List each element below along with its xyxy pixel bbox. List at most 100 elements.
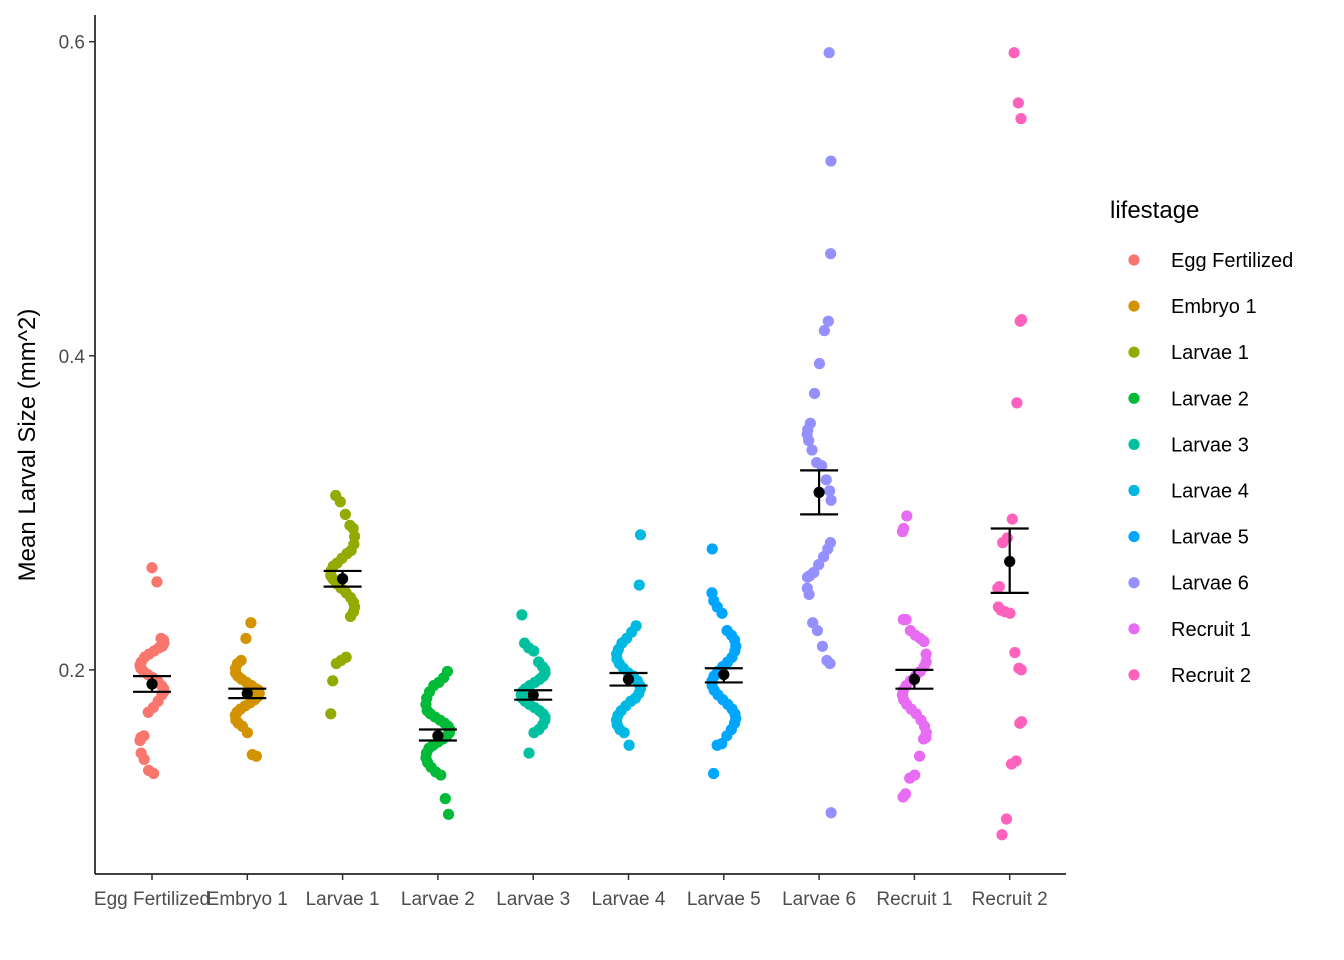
data-point [344,610,357,623]
series-group [800,47,839,819]
data-point [823,47,835,59]
data-point [825,807,837,819]
data-point [523,747,535,759]
legend-title: lifestage [1110,197,1199,224]
data-point [142,706,154,718]
legend-label: Larvae 4 [1171,481,1249,503]
mean-point [241,687,253,700]
legend-key [1128,669,1140,681]
data-point [1008,47,1020,59]
data-point [148,767,160,780]
data-point [920,648,932,660]
data-point [803,434,815,447]
legend-label: Larvae 6 [1171,573,1249,595]
data-point [806,444,818,456]
mean-point [622,673,635,685]
y-tick-label: 0.4 [59,347,86,368]
mean-point [1004,555,1016,568]
legend-label: Egg Fertilized [1171,250,1293,272]
legend-items: Egg Fertilized Embryo 1 Larvae 1 Larvae 2 La… [1128,250,1293,687]
data-point [992,582,1004,594]
legend-key [1128,484,1140,497]
mean-point [337,573,349,585]
data-point [808,387,821,400]
x-tick-label: Larvae 1 [306,889,380,910]
legend-key [1128,254,1140,266]
data-point [1009,646,1021,659]
data-point [816,460,828,472]
data-point [516,609,528,621]
legend-key [1128,346,1140,358]
data-point [896,526,909,538]
data-point [633,579,645,591]
data-point [711,739,723,751]
data-point [623,739,635,751]
series-group [990,47,1029,841]
data-point [1014,717,1026,729]
mean-point [908,673,921,685]
mean-point [432,730,444,742]
data-point [1015,664,1027,676]
data-point [334,496,346,508]
data-point [801,571,814,583]
y-axis-title: Mean Larval Size (mm^2) [14,309,41,582]
data-point [1015,113,1027,125]
series-group [133,562,171,780]
data-point [327,675,339,687]
data-point [439,793,451,805]
legend-label: Larvae 1 [1171,342,1249,364]
data-point [1006,513,1018,525]
x-tick-label: Larvae 3 [496,889,570,910]
data-point [825,155,837,167]
legend-label: Larvae 3 [1171,434,1249,456]
data-point [706,543,718,555]
data-point [435,769,447,781]
data-point [818,325,830,337]
data-point [325,708,337,720]
data-point [825,248,837,260]
data-point [240,632,252,645]
series-group [514,609,553,759]
x-tick-label: Larvae 4 [592,889,666,910]
legend-label: Larvae 2 [1171,388,1249,410]
x-tick-label: Larvae 2 [401,889,475,910]
data-point [708,767,720,780]
data-point [250,750,262,762]
data-point [897,791,909,803]
data-point [900,613,912,626]
series-group [418,665,457,820]
data-point [528,645,540,657]
data-point [146,562,158,574]
data-point [822,315,834,327]
series-group [895,510,934,803]
y-tick-label: 0.6 [59,33,85,54]
legend-label: Embryo 1 [1171,296,1257,318]
plot-area [133,47,1029,841]
data-point [824,657,836,670]
legend-label: Recruit 2 [1171,665,1251,687]
data-point [151,576,163,588]
data-point [1014,315,1026,327]
data-point [1004,607,1016,619]
legend-label: Larvae 5 [1171,527,1249,549]
data-point [811,624,824,637]
legend-key [1128,438,1140,450]
legend-key [1128,623,1140,635]
data-point [825,494,837,506]
data-point [901,510,913,522]
legend-key [1128,577,1140,589]
legend-key [1128,392,1140,404]
x-tick-label: Larvae 6 [782,889,856,910]
data-point [918,635,930,648]
data-point [904,772,916,784]
data-point [442,808,455,820]
y-tick-label: 0.2 [59,661,85,682]
series-group [228,617,267,762]
data-point [134,734,146,747]
mean-point [146,678,158,690]
data-point [816,640,829,652]
legend-key [1128,531,1140,543]
data-point [241,727,253,739]
